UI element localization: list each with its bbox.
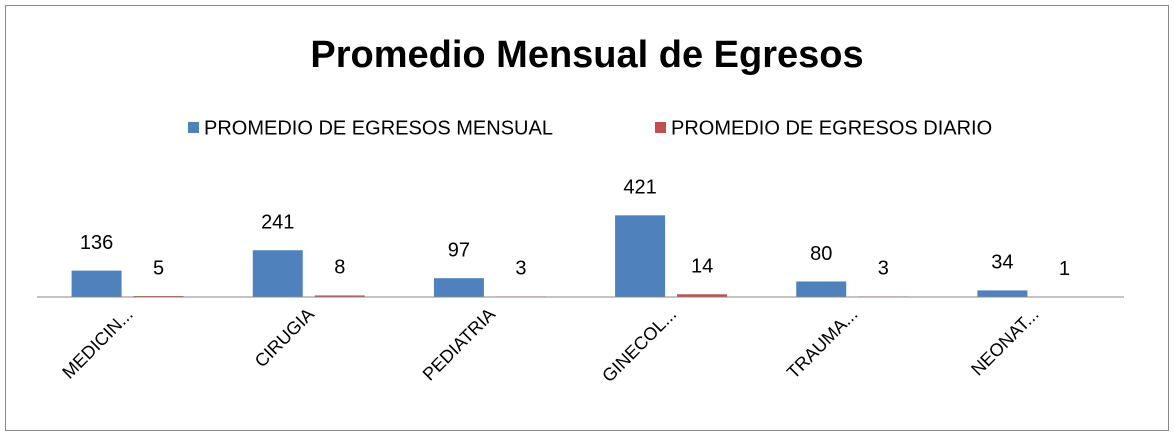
legend-swatch bbox=[655, 122, 666, 133]
value-label: 3 bbox=[515, 258, 526, 280]
legend-label: PROMEDIO DE EGRESOS DIARIO bbox=[671, 117, 992, 139]
value-label: 97 bbox=[448, 239, 470, 261]
chart-title: Promedio Mensual de Egresos bbox=[310, 34, 863, 76]
legend-label: PROMEDIO DE EGRESOS MENSUAL bbox=[204, 117, 553, 139]
value-label: 14 bbox=[691, 256, 713, 278]
bar bbox=[314, 295, 365, 297]
value-label: 241 bbox=[261, 212, 294, 234]
value-label: 1 bbox=[1059, 258, 1070, 280]
bar bbox=[252, 250, 303, 297]
value-label: 5 bbox=[153, 257, 164, 279]
bar bbox=[615, 215, 666, 297]
value-label: 421 bbox=[623, 177, 656, 199]
value-label: 34 bbox=[991, 252, 1013, 274]
bar bbox=[71, 270, 122, 297]
value-label: 136 bbox=[80, 232, 113, 254]
value-label: 8 bbox=[334, 257, 345, 279]
bar bbox=[796, 281, 847, 297]
value-label: 3 bbox=[878, 258, 889, 280]
legend-swatch bbox=[188, 122, 199, 133]
value-label: 80 bbox=[810, 243, 832, 265]
chart-border bbox=[5, 5, 1169, 431]
bar bbox=[677, 294, 728, 297]
bar bbox=[977, 290, 1028, 297]
bar bbox=[433, 278, 484, 297]
